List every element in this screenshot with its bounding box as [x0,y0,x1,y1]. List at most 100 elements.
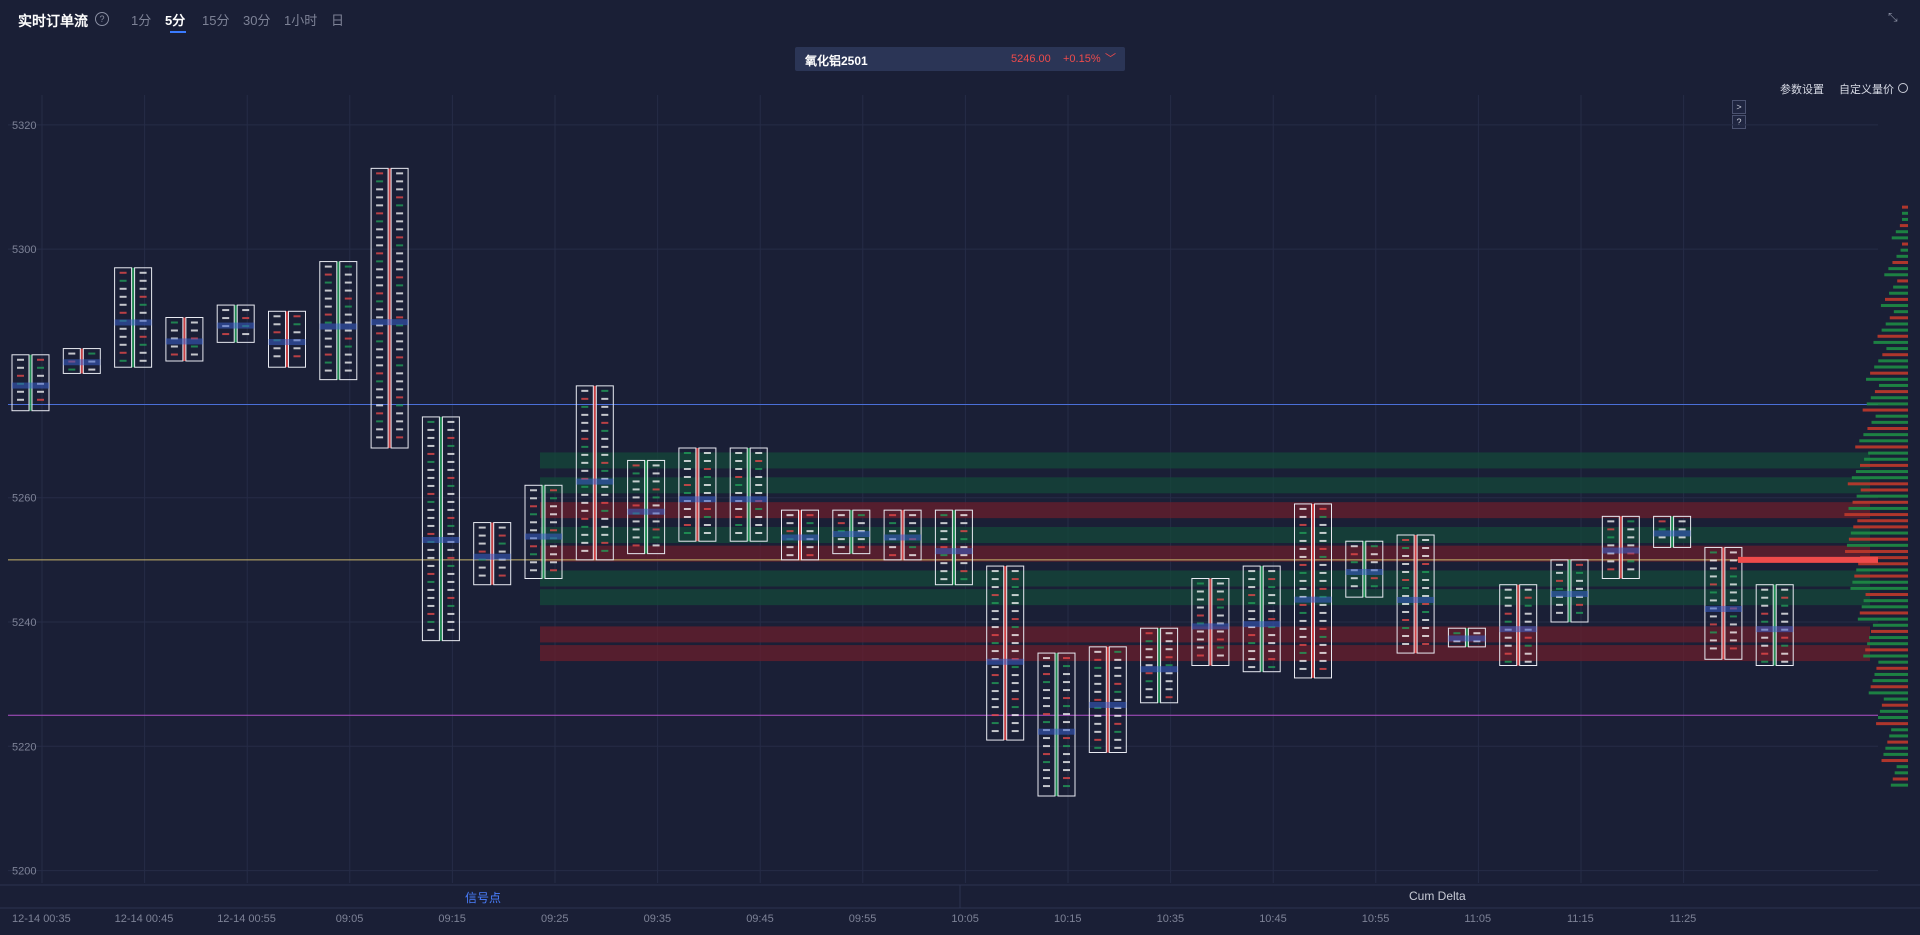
footprint-ask-column [749,447,768,542]
profile-band [540,527,1870,543]
footprint-ask-column [647,459,666,555]
volume-profile-bar [1889,316,1908,320]
x-tick-label: 12-14 00:35 [12,913,71,925]
volume-profile-bar [1873,340,1908,344]
profile-band [540,626,1870,643]
footprint-bar-body [439,416,443,641]
volume-profile-bar [1902,217,1908,221]
info-icon[interactable] [1898,83,1908,93]
volume-profile-bar [1876,666,1908,670]
footprint-bar-body [1311,503,1315,678]
footprint-ask-column [1775,584,1794,667]
profile-band [540,645,1870,662]
x-tick-label: 10:55 [1362,913,1390,925]
footprint-ask-column [390,167,409,449]
footprint-bar-body [1208,578,1212,666]
volume-profile-bar [1863,654,1908,658]
footprint-bid-column [1088,646,1107,753]
footprint-bid-column [1294,503,1312,679]
volume-profile-bar [1894,771,1908,775]
footprint-poc [1191,623,1229,630]
volume-profile-bar [1880,304,1908,308]
instrument-change: +0.15% [1063,53,1101,65]
chevron-down-icon: ﹀ [1105,53,1116,65]
volume-profile-bar [1889,734,1908,738]
footprint-poc [576,478,614,485]
footprint-bar-body [1414,535,1418,654]
x-tick-label: 12-14 00:55 [217,913,276,925]
footprint-bar-body [542,485,545,579]
footprint-poc [1345,568,1383,575]
volume-profile-bar [1893,285,1908,289]
params-settings-link[interactable]: 参数设置 [1780,84,1824,96]
volume-profile-bar [1892,777,1908,781]
volume-profile-bar [1890,783,1908,787]
profile-band [540,452,1870,469]
footprint-ask-column [1057,652,1076,797]
footprint-bar-body [1721,547,1725,660]
expand-panel-button[interactable]: > [1732,100,1746,114]
timeframe-1m[interactable]: 1分 [131,13,152,28]
volume-profile-bar [1893,310,1908,314]
timeframe-1h[interactable]: 1小时 [284,13,318,28]
profile-band [540,589,1870,606]
volume-profile-bar [1868,451,1908,455]
volume-profile-bar [1870,396,1908,400]
volume-profile-bar [1884,297,1908,301]
volume-profile-bar [1860,556,1908,560]
volume-profile-bar [1870,629,1908,633]
tab-cum-delta[interactable]: Cum Delta [1409,889,1466,903]
footprint-bar-body [131,267,135,368]
footprint-bid-column [729,447,748,542]
collapse-icon[interactable]: ⤡ [1888,10,1898,24]
help-button[interactable]: ? [1732,115,1746,129]
timeframe-day[interactable]: 日 [331,13,345,28]
x-tick-label: 09:05 [336,913,364,925]
volume-profile-bar [1881,328,1908,332]
x-tick-label: 09:25 [541,913,569,925]
footprint-poc [525,533,562,540]
y-tick-label: 5320 [12,120,36,132]
footprint-bar-body [1619,516,1623,579]
volume-profile-bar [1856,568,1908,572]
footprint-ask-column [544,484,563,579]
volume-profile-bar [1895,230,1908,234]
help-icon[interactable]: ? [95,12,109,26]
timeframe-15m[interactable]: 15分 [202,13,230,28]
volume-profile-bar [1887,740,1908,744]
footprint-poc [1397,596,1435,603]
x-tick-label: 09:35 [644,913,672,925]
footprint-bar-body [1260,566,1264,672]
volume-profile-bar [1881,703,1908,707]
volume-profile-bar [1896,765,1908,769]
volume-profile-bar [1875,414,1908,418]
timeframe-5m[interactable]: 5分 [165,13,186,28]
footprint-bar-body [1773,584,1777,666]
footprint-poc [832,531,870,538]
x-tick-label: 10:45 [1259,913,1287,925]
tab-signal-points[interactable]: 信号点 [465,891,502,905]
footprint-poc [1602,547,1640,554]
timeframe-30m[interactable]: 30分 [243,13,271,28]
footprint-ask-column [1108,646,1127,753]
volume-profile-bar [1897,279,1908,283]
footprint-bar-body [644,460,648,554]
footprint-bid-column [934,509,953,586]
footprint-poc [627,508,665,515]
volume-profile-bar [1902,242,1908,246]
volume-profile-bar [1874,390,1908,394]
footprint-poc [1704,605,1742,612]
footprint-poc [63,359,101,366]
footprint-poc [371,319,409,326]
footprint-bid-column [421,416,440,642]
volume-profile-bar [1872,679,1908,683]
footprint-bar-body [1568,559,1571,622]
custom-volume-price-link[interactable]: 自定义量价 [1839,84,1894,96]
volume-profile-bar [1866,377,1908,381]
footprint-poc [1551,591,1588,598]
x-tick-label: 10:35 [1157,913,1185,925]
profile-band [540,502,1870,519]
y-tick-label: 5240 [12,617,36,629]
instrument-selector[interactable]: 氧化铝2501 5246.00 +0.15% ﹀ [795,47,1125,71]
